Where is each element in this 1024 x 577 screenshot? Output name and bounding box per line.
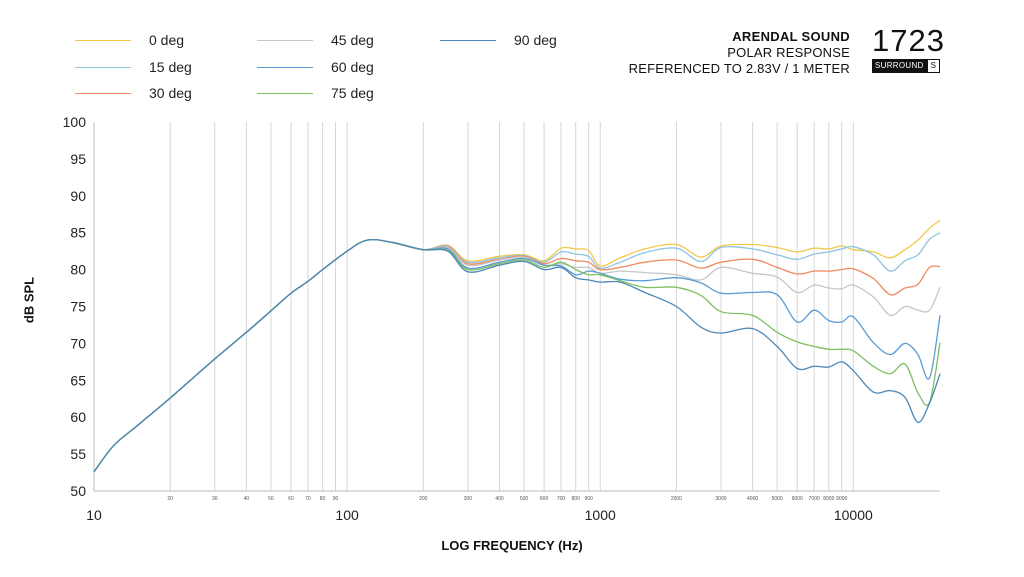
y-axis: 50 55 60 65 70 75 80 85 90 95 100: [63, 114, 87, 499]
legend-swatch: [75, 92, 131, 94]
chart-title-block: ARENDAL SOUND POLAR RESPONSE REFERENCED …: [629, 28, 850, 77]
x-minor-tick-label: 70: [305, 496, 311, 502]
x-minor-tick-label: 500: [520, 496, 529, 502]
legend-swatch: [257, 39, 313, 41]
legend-label: 45 deg: [331, 32, 374, 48]
product-logo: 1723 SURROUND S: [872, 23, 945, 73]
x-axis: 10 100 1000 10000 20 30 40 50 60 70 80 90 200 300 400 5…: [86, 496, 873, 523]
x-minor-tick-label: 7000: [809, 496, 820, 502]
y-tick-label: 80: [70, 262, 86, 278]
logo-badge-letter: S: [926, 59, 940, 73]
y-tick-label: 85: [70, 225, 86, 241]
legend-swatch: [257, 92, 313, 94]
x-minor-tick-label: 300: [464, 496, 473, 502]
x-minor-tick-label: 4000: [747, 496, 758, 502]
series-line-60-deg: [93, 238, 941, 473]
series-line-30-deg: [93, 238, 941, 473]
x-minor-tick-label: 80: [320, 496, 326, 502]
legend-item-30-deg: 30 deg: [75, 85, 192, 101]
x-tick-label: 1000: [585, 507, 616, 523]
x-tick-label: 100: [335, 507, 359, 523]
y-tick-label: 50: [70, 483, 86, 499]
x-minor-tick-label: 8000: [823, 496, 834, 502]
y-tick-label: 65: [70, 372, 86, 388]
x-minor-tick-label: 400: [495, 496, 504, 502]
series-line-45-deg: [93, 238, 941, 473]
chart-subtitle: POLAR RESPONSE: [727, 45, 850, 60]
x-minor-tick-label: 2000: [671, 496, 682, 502]
x-minor-tick-label: 30: [212, 496, 218, 502]
x-minor-tick-label: 50: [268, 496, 274, 502]
series-line-15-deg: [93, 232, 941, 473]
x-axis-label: LOG FREQUENCY (Hz): [441, 538, 583, 553]
x-minor-tick-label: 60: [288, 496, 294, 502]
y-axis-label: dB SPL: [21, 276, 37, 324]
series-line-75-deg: [93, 238, 941, 473]
x-minor-tick-label: 200: [419, 496, 428, 502]
x-minor-tick-label: 90: [333, 496, 339, 502]
legend-item-15-deg: 15 deg: [75, 59, 192, 75]
grid-lines: [93, 122, 940, 492]
x-tick-label: 10000: [834, 507, 873, 523]
logo-badge: SURROUND S: [872, 59, 940, 73]
legend-item-0-deg: 0 deg: [75, 32, 184, 48]
legend-item-45-deg: 45 deg: [257, 32, 374, 48]
legend-label: 0 deg: [149, 32, 185, 48]
legend-label: 30 deg: [149, 85, 192, 101]
legend-swatch: [257, 66, 313, 68]
legend-label: 15 deg: [149, 59, 192, 75]
x-minor-tick-label: 40: [244, 496, 250, 502]
y-tick-label: 60: [70, 409, 86, 425]
x-minor-tick-label: 6000: [792, 496, 803, 502]
chart-reference-note: REFERENCED TO 2.83V / 1 METER: [628, 61, 850, 76]
logo-model-number: 1723: [872, 23, 945, 58]
x-tick-label: 10: [86, 507, 102, 523]
x-minor-tick-label: 3000: [715, 496, 726, 502]
legend-label: 60 deg: [331, 59, 374, 75]
legend-item-90-deg: 90 deg: [440, 32, 557, 48]
legend-swatch: [75, 66, 131, 68]
brand-title: ARENDAL SOUND: [732, 29, 850, 44]
y-tick-label: 100: [63, 114, 87, 130]
legend-label: 90 deg: [514, 32, 557, 48]
legend-label: 75 deg: [331, 85, 374, 101]
legend-swatch: [75, 39, 131, 41]
series-line-90-deg: [93, 238, 941, 473]
x-minor-tick-label: 9000: [836, 496, 847, 502]
x-minor-tick-label: 800: [572, 496, 581, 502]
y-tick-label: 90: [70, 188, 86, 204]
x-minor-tick-label: 900: [584, 496, 593, 502]
x-minor-tick-label: 5000: [772, 496, 783, 502]
x-minor-tick-label: 600: [540, 496, 549, 502]
y-tick-label: 75: [70, 299, 86, 315]
legend-item-60-deg: 60 deg: [257, 59, 374, 75]
logo-badge-text: SURROUND: [872, 59, 927, 73]
legend-swatch: [440, 39, 496, 41]
x-minor-tick-label: 20: [167, 496, 173, 502]
series-lines: [93, 219, 941, 473]
x-minor-tick-label: 700: [557, 496, 566, 502]
y-tick-label: 70: [70, 335, 86, 351]
y-tick-label: 95: [70, 151, 86, 167]
y-tick-label: 55: [70, 446, 86, 462]
legend-item-75-deg: 75 deg: [257, 85, 374, 101]
